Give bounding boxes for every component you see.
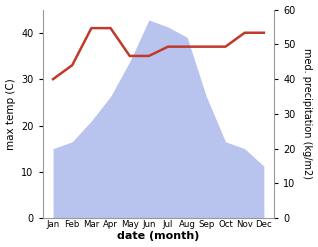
Y-axis label: med. precipitation (kg/m2): med. precipitation (kg/m2): [302, 48, 313, 179]
X-axis label: date (month): date (month): [117, 231, 200, 242]
Y-axis label: max temp (C): max temp (C): [5, 78, 16, 150]
